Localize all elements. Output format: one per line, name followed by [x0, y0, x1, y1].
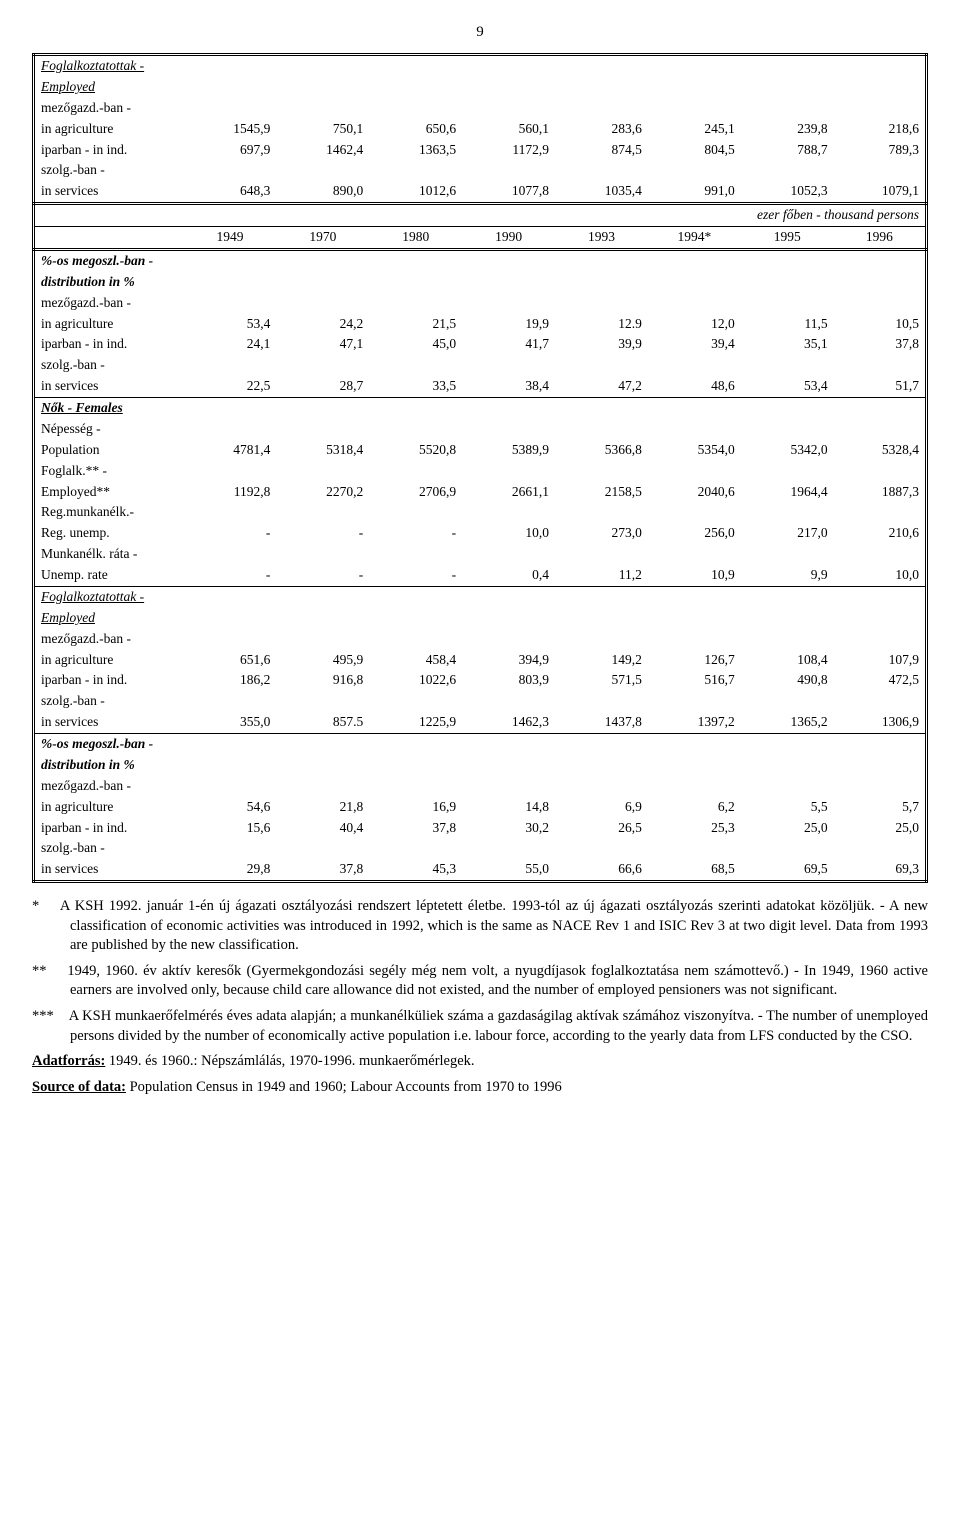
section-title: Nők - Females	[34, 398, 184, 419]
row-label: szolg.-ban -	[34, 691, 184, 712]
year-header: 1996	[834, 227, 927, 250]
section-title: distribution in %	[34, 272, 184, 293]
row-label: mezőgazd.-ban -	[34, 629, 184, 650]
year-header: 1993	[555, 227, 648, 250]
row-label: in services	[34, 181, 184, 203]
row-label: Népesség -	[34, 419, 184, 440]
row-label: in services	[34, 859, 184, 881]
source-hu: Adatforrás: 1949. és 1960.: Népszámlálás…	[32, 1052, 928, 1072]
year-header: 1949	[184, 227, 277, 250]
row-label: in agriculture	[34, 797, 184, 818]
unit-subheader: ezer főben - thousand persons	[184, 204, 927, 227]
section-title: Foglalkoztatottak -	[34, 586, 184, 607]
section-title: distribution in %	[34, 755, 184, 776]
row-label: Foglalk.** -	[34, 461, 184, 482]
row-label: Reg.munkanélk.-	[34, 502, 184, 523]
row-label: iparban - in ind.	[34, 818, 184, 839]
section-title: Employed	[34, 77, 184, 98]
row-label: Munkanélk. ráta -	[34, 544, 184, 565]
year-header: 1995	[741, 227, 834, 250]
page-number: 9	[32, 24, 928, 41]
row-label: Reg. unemp.	[34, 523, 184, 544]
row-label: Employed**	[34, 482, 184, 503]
row-label: iparban - in ind.	[34, 140, 184, 161]
row-label: iparban - in ind.	[34, 334, 184, 355]
footnote: *** A KSH munkaerőfelmérés éves adata al…	[32, 1007, 928, 1046]
row-label: Population	[34, 440, 184, 461]
section-title: Foglalkoztatottak -	[34, 55, 184, 77]
section-title: %-os megoszl.-ban -	[34, 249, 184, 271]
year-header: 1990	[462, 227, 555, 250]
row-label: szolg.-ban -	[34, 355, 184, 376]
row-label: in services	[34, 376, 184, 397]
row-label: mezőgazd.-ban -	[34, 293, 184, 314]
row-label: in agriculture	[34, 119, 184, 140]
row-label: szolg.-ban -	[34, 838, 184, 859]
year-header: 1994*	[648, 227, 741, 250]
footnote: ** 1949, 1960. év aktív keresők (Gyermek…	[32, 962, 928, 1001]
source-en: Source of data: Population Census in 194…	[32, 1078, 928, 1098]
row-label: iparban - in ind.	[34, 670, 184, 691]
data-table: Foglalkoztatottak -Employedmezőgazd.-ban…	[32, 53, 928, 883]
section-title: %-os megoszl.-ban -	[34, 734, 184, 755]
section-title: Employed	[34, 608, 184, 629]
footnotes: * A KSH 1992. január 1-én új ágazati osz…	[32, 897, 928, 1097]
year-header: 1970	[276, 227, 369, 250]
row-label: in agriculture	[34, 314, 184, 335]
footnote: * A KSH 1992. január 1-én új ágazati osz…	[32, 897, 928, 956]
row-label: mezőgazd.-ban -	[34, 776, 184, 797]
row-label: in services	[34, 712, 184, 733]
row-label: in agriculture	[34, 650, 184, 671]
row-label: Unemp. rate	[34, 565, 184, 586]
year-header: 1980	[369, 227, 462, 250]
row-label: szolg.-ban -	[34, 160, 184, 181]
row-label: mezőgazd.-ban -	[34, 98, 184, 119]
